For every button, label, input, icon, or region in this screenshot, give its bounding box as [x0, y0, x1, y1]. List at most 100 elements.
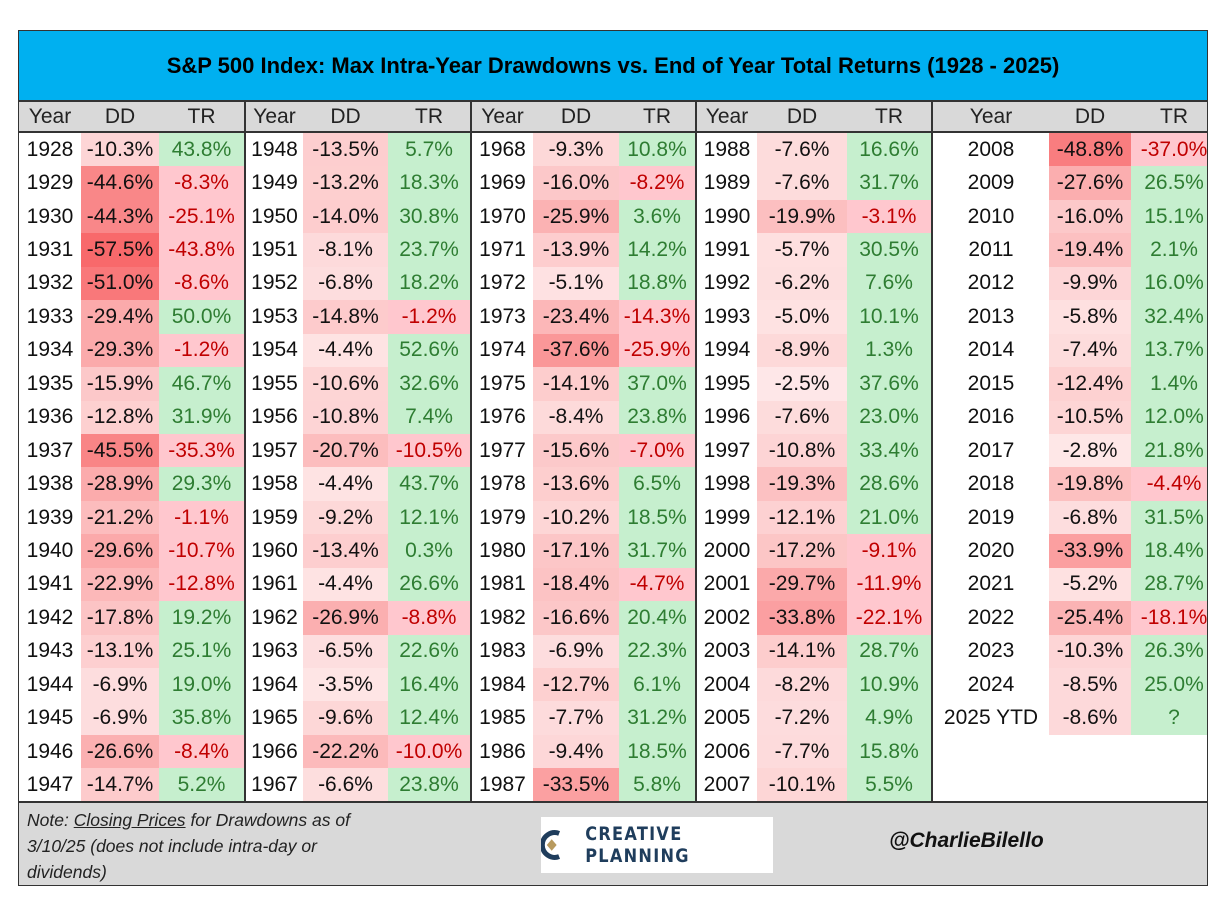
year-cell: 2008	[967, 137, 1015, 161]
column-header-tr: TR	[388, 102, 470, 133]
table-group: Year DD TR 1948 -13.5% 5.7% 1949 -13.2% 18.3% 195…	[246, 102, 472, 802]
total-return-cell: 6.1%	[619, 668, 695, 702]
total-return-cell: 23.8%	[388, 768, 470, 802]
table-group: Year DD TR 1988 -7.6% 16.6% 1989 -7.6% 31.7% 1990…	[697, 102, 933, 802]
total-return-cell: 19.0%	[159, 668, 244, 702]
year-cell: 1958	[251, 472, 298, 496]
year-cell: 1993	[703, 304, 751, 328]
year-cell: 2004	[703, 672, 751, 696]
drawdown-cell: -28.9%	[81, 467, 159, 501]
drawdown-cell: -7.7%	[533, 701, 619, 735]
logo-c-icon	[541, 830, 561, 860]
total-return-cell: 26.3%	[1131, 634, 1207, 668]
year-cell: 1975	[479, 371, 526, 395]
year-cell: 1994	[703, 338, 751, 362]
year-cell: 1974	[479, 338, 526, 362]
year-cell: 1952	[251, 271, 298, 295]
total-return-cell: 29.3%	[159, 467, 244, 501]
total-return-cell: 5.8%	[619, 768, 695, 802]
drawdown-cell: -23.4%	[533, 300, 619, 334]
year-cell: 1928	[26, 137, 74, 161]
total-return-cell: -43.8%	[159, 233, 244, 267]
year-cell: 1992	[703, 271, 751, 295]
year-cell: 1964	[251, 672, 298, 696]
year-cell: 1983	[479, 639, 526, 663]
drawdown-cell: -10.8%	[757, 433, 847, 468]
drawdown-cell: -9.4%	[533, 734, 619, 769]
total-return-cell: 28.6%	[847, 467, 931, 501]
column-header-year: Year	[933, 102, 1049, 133]
year-cell: 1935	[26, 371, 74, 395]
total-return-cell: 1.3%	[847, 333, 931, 368]
total-return-cell: -10.5%	[388, 433, 470, 468]
year-cell: 2011	[968, 238, 1014, 262]
year-cell: 2025 YTD	[943, 706, 1039, 730]
footer: Note: Closing Prices for Drawdowns as of…	[19, 801, 1207, 885]
year-cell: 1998	[703, 472, 751, 496]
drawdown-cell: -6.8%	[303, 266, 388, 301]
year-cell: 2006	[703, 739, 751, 763]
drawdown-cell: -7.2%	[757, 701, 847, 735]
total-return-cell: 23.0%	[847, 400, 931, 434]
total-return-cell: 32.6%	[388, 367, 470, 401]
drawdown-cell: -33.8%	[757, 601, 847, 635]
drawdown-cell: -33.5%	[533, 768, 619, 802]
total-return-cell: -12.8%	[159, 567, 244, 602]
total-return-cell: 32.4%	[1131, 300, 1207, 334]
logo-text: CREATIVE PLANNING	[585, 823, 691, 867]
drawdown-cell: -10.1%	[757, 768, 847, 802]
drawdown-cell: -17.2%	[757, 534, 847, 568]
total-return-cell: 20.4%	[619, 601, 695, 635]
drawdown-cell: -17.1%	[533, 534, 619, 568]
drawdown-cell: -4.4%	[303, 467, 388, 501]
column-header-dd: DD	[757, 102, 847, 133]
drawdown-cell: -3.5%	[303, 668, 388, 702]
total-return-cell: -8.2%	[619, 166, 695, 200]
drawdown-cell: -8.4%	[533, 400, 619, 434]
year-cell: 1942	[26, 605, 74, 629]
year-cell: 1968	[479, 137, 526, 161]
year-cell: 1955	[251, 371, 298, 395]
total-return-cell: -22.1%	[847, 601, 931, 635]
total-return-cell: 28.7%	[1131, 567, 1207, 602]
year-cell: 1939	[26, 505, 74, 529]
total-return-cell: 7.6%	[847, 266, 931, 301]
total-return-cell: -25.9%	[619, 333, 695, 368]
total-return-cell: 6.5%	[619, 467, 695, 501]
year-cell: 1930	[26, 204, 74, 228]
year-cell: 2002	[703, 605, 751, 629]
column-header-dd: DD	[303, 102, 388, 133]
drawdown-cell: -6.9%	[81, 701, 159, 735]
total-return-cell: 2.1%	[1131, 233, 1207, 267]
year-cell: 2005	[703, 706, 751, 730]
total-return-cell: 19.2%	[159, 601, 244, 635]
total-return-cell: 3.6%	[619, 199, 695, 234]
year-cell: 1979	[479, 505, 526, 529]
year-cell: 1957	[251, 438, 298, 462]
drawdown-cell: -2.8%	[1049, 433, 1131, 468]
drawdown-cell: -8.5%	[1049, 668, 1131, 702]
year-cell: 1988	[703, 137, 751, 161]
data-grid: Year DD TR 1928 -10.3% 43.8% 1929 -44.6% -8.3% 19…	[19, 102, 1207, 802]
column-header-year: Year	[472, 102, 533, 133]
total-return-cell: 43.8%	[159, 133, 244, 167]
drawdown-cell: -37.6%	[533, 333, 619, 368]
year-cell: 1984	[479, 672, 526, 696]
total-return-cell: -8.4%	[159, 734, 244, 769]
column-header-tr: TR	[159, 102, 244, 133]
creative-planning-logo: CREATIVE PLANNING	[541, 817, 773, 873]
total-return-cell: 26.6%	[388, 567, 470, 602]
year-cell: 1965	[251, 706, 298, 730]
drawdown-cell: -14.7%	[81, 768, 159, 802]
year-cell: 1969	[479, 171, 526, 195]
drawdown-cell: -29.6%	[81, 534, 159, 568]
total-return-cell: 16.0%	[1131, 266, 1207, 301]
column-header-dd: DD	[81, 102, 159, 133]
year-cell: 1929	[26, 171, 74, 195]
drawdown-cell: -20.7%	[303, 433, 388, 468]
drawdown-cell: -12.4%	[1049, 367, 1131, 401]
year-cell: 2015	[967, 371, 1015, 395]
drawdown-cell: -12.8%	[81, 400, 159, 434]
year-cell: 1951	[251, 238, 298, 262]
total-return-cell: 31.7%	[847, 166, 931, 200]
